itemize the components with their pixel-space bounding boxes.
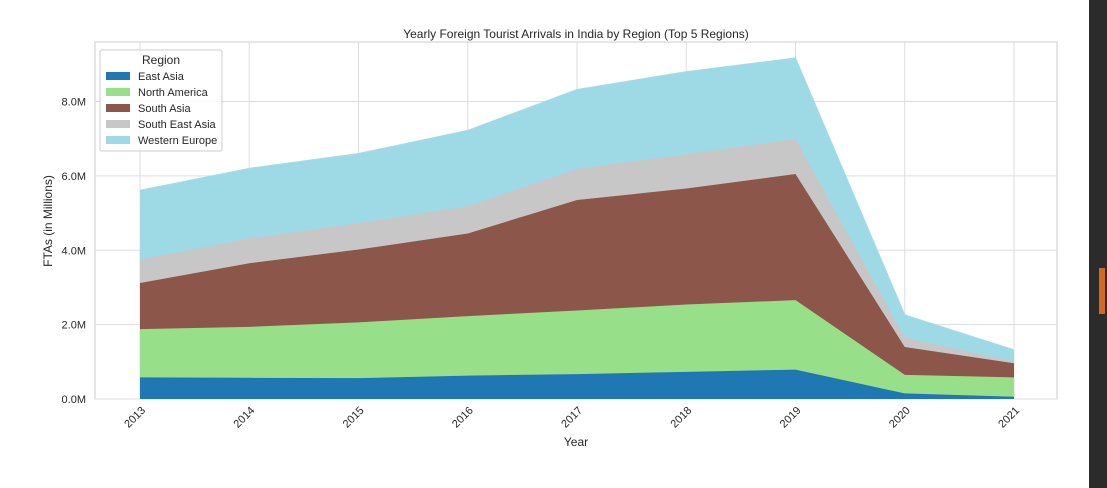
legend-swatch: [106, 104, 130, 112]
legend-label: South Asia: [138, 103, 191, 115]
legend-swatch: [106, 120, 130, 128]
area-series: [139, 57, 1015, 399]
legend-label: East Asia: [138, 71, 185, 83]
legend-label: South East Asia: [138, 119, 217, 131]
x-tick-label: 2021: [996, 405, 1022, 431]
area-western-europe: [140, 57, 1014, 362]
x-tick-label: 2020: [887, 405, 913, 431]
legend-title: Region: [142, 53, 180, 67]
x-tick-label: 2013: [122, 405, 148, 431]
legend-items: East Asia North America South Asia South Ea…: [106, 71, 217, 147]
legend-swatch: [106, 72, 130, 80]
legend-box: [99, 49, 223, 152]
x-axis-ticks: 2013 2014 2015 2016 2017 2018 2019 2020 2021: [122, 405, 1022, 431]
legend-swatch: [106, 88, 130, 96]
x-tick-label: 2014: [232, 405, 258, 431]
y-tick-label: 6.0M: [62, 171, 86, 183]
legend-label: North America: [138, 87, 209, 99]
chart-title: Yearly Foreign Tourist Arrivals in India…: [403, 27, 749, 41]
area-south-east-asia: [140, 138, 1014, 364]
x-axis-label: Year: [564, 435, 588, 449]
y-tick-label: 0.0M: [62, 394, 86, 406]
y-axis-label: FTAs (in Millions): [41, 175, 55, 267]
x-tick-label: 2017: [559, 405, 585, 431]
scrollbar-thumb[interactable]: [1099, 268, 1105, 314]
legend-label: Western Europe: [138, 135, 217, 147]
area-edge-south-asia: [139, 173, 1015, 364]
area-edge-western-europe: [139, 57, 1015, 351]
legend: Region East Asia North America South Asia S…: [99, 49, 223, 152]
x-tick-label: 2019: [778, 405, 804, 431]
area-south-asia: [140, 174, 1014, 378]
y-tick-label: 4.0M: [62, 245, 86, 257]
y-axis-ticks: 0.0M 2.0M 4.0M 6.0M 8.0M: [62, 97, 86, 407]
window-edge-scrollbar: [1089, 0, 1107, 488]
x-tick-label: 2015: [341, 405, 367, 431]
area-north-america: [140, 300, 1014, 397]
y-tick-label: 2.0M: [62, 320, 86, 332]
legend-swatch: [106, 136, 130, 144]
y-tick-label: 8.0M: [62, 97, 86, 109]
x-tick-label: 2018: [669, 405, 695, 431]
x-tick-label: 2016: [450, 405, 476, 431]
area-east-asia: [140, 369, 1014, 399]
